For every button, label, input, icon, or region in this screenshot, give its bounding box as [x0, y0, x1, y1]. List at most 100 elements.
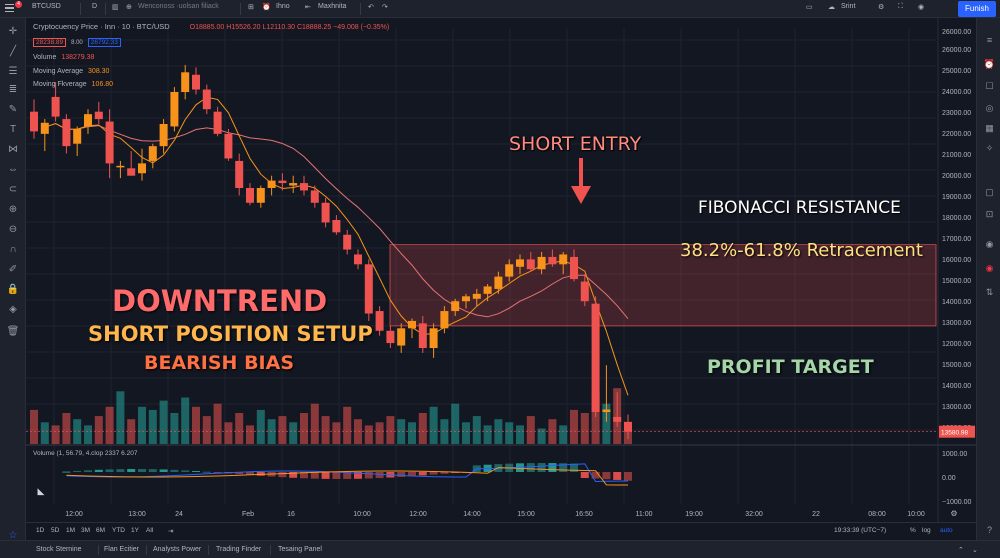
- candle-body: [300, 183, 308, 191]
- interval-button[interactable]: D: [92, 3, 98, 10]
- chart-canvas[interactable]: 26000.00 25000.00 24000.00 23000.00 22000.00…: [26, 18, 976, 523]
- histogram-bar: [181, 470, 190, 472]
- text-icon[interactable]: T: [9, 124, 17, 135]
- date-range-icon[interactable]: ⇥: [168, 528, 174, 535]
- snapshot-icon[interactable]: ◉: [918, 4, 925, 11]
- sell-button[interactable]: 28238.89: [33, 38, 67, 47]
- collapse-panel-icon[interactable]: ⌄: [972, 547, 978, 554]
- lock-drawings-icon[interactable]: ✐: [8, 264, 18, 275]
- magnet-mode-icon[interactable]: ∩: [9, 244, 17, 255]
- histogram-bar: [559, 463, 568, 472]
- cloud-icon[interactable]: ☁: [828, 4, 835, 11]
- zoom-out-icon[interactable]: ⊖: [8, 224, 18, 235]
- ma1-legend[interactable]: Moving Average 308.30: [33, 68, 109, 75]
- order-panel-icon[interactable]: ⇅: [985, 287, 994, 297]
- timeframe-5d[interactable]: 5D: [51, 527, 60, 534]
- notification-badge[interactable]: 4: [15, 1, 22, 8]
- alerts-panel-icon[interactable]: ⏰: [983, 59, 996, 69]
- candle-body: [62, 119, 71, 147]
- timeframe-1d[interactable]: 1D: [36, 527, 45, 534]
- ma2-legend[interactable]: Moving Fkverage 106.80: [33, 81, 113, 88]
- compare-icon[interactable]: ⊕: [126, 4, 132, 11]
- timeframe-all[interactable]: All: [146, 527, 154, 534]
- candle-body: [84, 114, 92, 127]
- publish-button[interactable]: Funish: [958, 1, 996, 17]
- pine-editor-icon[interactable]: ⊡: [985, 209, 994, 219]
- drawing-toolbar: ✛ ╱ ☰ ≣ ✎ T ⋈ ⇔ ⊂ ⊕ ⊖ ∩ ✐ 🔒 ◈ 🗑 ☆: [0, 18, 26, 541]
- short-setup-label: SHORT POSITION SETUP: [88, 322, 373, 346]
- axis-settings-icon: ⚙: [950, 509, 957, 518]
- candle-body: [321, 202, 330, 223]
- tab-trading-finder[interactable]: Trading Finder: [216, 546, 262, 553]
- chart-type-icon[interactable]: ▥: [112, 4, 119, 11]
- candle-body: [580, 281, 589, 302]
- replay-icon[interactable]: ⇤: [305, 4, 311, 11]
- trend-line-icon[interactable]: ╱: [9, 46, 17, 57]
- auto-toggle[interactable]: auto: [940, 527, 953, 534]
- chat-icon[interactable]: ▢: [985, 187, 994, 197]
- indicators-button[interactable]: Wenconoss ·uolsan filiack: [138, 3, 219, 10]
- candle-body: [213, 111, 222, 134]
- streams-icon[interactable]: ◉: [985, 239, 994, 249]
- crosshair-icon[interactable]: ✛: [8, 26, 18, 37]
- alert-button[interactable]: Ihno: [276, 3, 290, 10]
- hotlist-icon[interactable]: ◎: [985, 103, 994, 113]
- zoom-in-icon[interactable]: ⊕: [8, 204, 18, 215]
- layout-icon[interactable]: ▭: [806, 4, 813, 11]
- lock-icon[interactable]: 🔒: [6, 284, 20, 295]
- timeframe-1y[interactable]: 1Y: [131, 527, 139, 534]
- pattern-icon[interactable]: ⋈: [8, 144, 18, 155]
- fullscreen-icon[interactable]: ⛶: [898, 3, 903, 10]
- histogram-bar: [235, 472, 244, 475]
- watchlist-icon[interactable]: ≡: [986, 35, 993, 45]
- candle-body: [343, 234, 352, 250]
- horizontal-lines-icon[interactable]: ☰: [8, 66, 18, 77]
- histogram-bar: [526, 463, 535, 472]
- trash-icon[interactable]: 🗑: [6, 326, 20, 337]
- timeframe-ytd[interactable]: YTD: [112, 527, 125, 534]
- bottom-panel-tabs: Stock Sternine Flan Ecitier Analysts Pow…: [0, 540, 1000, 558]
- log-toggle[interactable]: log: [922, 527, 931, 534]
- volume-bar: [300, 413, 308, 444]
- eye-icon[interactable]: ◈: [9, 304, 17, 315]
- brush-icon[interactable]: ✎: [8, 104, 18, 115]
- tab-analysts-power[interactable]: Analysts Power: [153, 546, 202, 553]
- star-icon[interactable]: ☆: [8, 530, 18, 541]
- sub-axis-label: −1000.00: [942, 499, 971, 506]
- fib-retracement-icon[interactable]: ≣: [8, 84, 18, 95]
- tab-pine-editor[interactable]: Flan Ecitier: [104, 546, 140, 553]
- broadcast-icon[interactable]: ◉: [985, 263, 994, 273]
- volume-legend[interactable]: Volume 138279.38: [33, 54, 94, 61]
- moving-average-slow-line: [55, 123, 629, 320]
- timeframe-6m[interactable]: 6M: [96, 527, 106, 534]
- time-axis-label: 08:00: [868, 511, 886, 518]
- redo-icon[interactable]: ↷: [382, 4, 388, 11]
- maximize-panel-icon[interactable]: ⌃: [958, 547, 964, 554]
- candle-body: [386, 330, 395, 344]
- data-window-icon[interactable]: ☐: [985, 81, 994, 91]
- alert-icon[interactable]: ⏰: [262, 4, 271, 11]
- short-entry-label: SHORT ENTRY: [509, 133, 642, 155]
- symbol-search-button[interactable]: BTCUSD: [32, 3, 61, 10]
- menu-icon[interactable]: [5, 4, 14, 12]
- percent-toggle[interactable]: %: [910, 527, 916, 534]
- calendar-icon[interactable]: ▦: [985, 123, 994, 133]
- tab-stock-screener[interactable]: Stock Sternine: [36, 546, 82, 553]
- sub-pane-legend[interactable]: Volume (1, 56.79, 4.clop 2337 6.207: [33, 450, 138, 457]
- buy-button[interactable]: 26792.33: [87, 38, 121, 47]
- timeframe-1m[interactable]: 1M: [66, 527, 76, 534]
- settings-icon[interactable]: ⚙: [878, 4, 885, 11]
- clock-timezone[interactable]: 19:33:39 (UTC−7): [834, 527, 887, 534]
- undo-icon[interactable]: ↶: [368, 4, 374, 11]
- timeframe-3m[interactable]: 3M: [81, 527, 91, 534]
- measure-icon[interactable]: ⇔: [8, 164, 18, 175]
- templates-icon[interactable]: ⊞: [248, 4, 254, 11]
- tab-trading-panel[interactable]: Tesaing Panel: [278, 546, 322, 553]
- help-icon[interactable]: ?: [986, 525, 992, 535]
- candle-body: [116, 165, 125, 168]
- magnet-icon[interactable]: ⊂: [8, 184, 18, 195]
- ideas-icon[interactable]: ✧: [985, 143, 994, 153]
- save-layout-button[interactable]: Srint: [841, 3, 856, 10]
- replay-button[interactable]: Maxhnita: [318, 3, 347, 10]
- chart-pane[interactable]: 26000.00 25000.00 24000.00 23000.00 22000.00…: [26, 18, 976, 523]
